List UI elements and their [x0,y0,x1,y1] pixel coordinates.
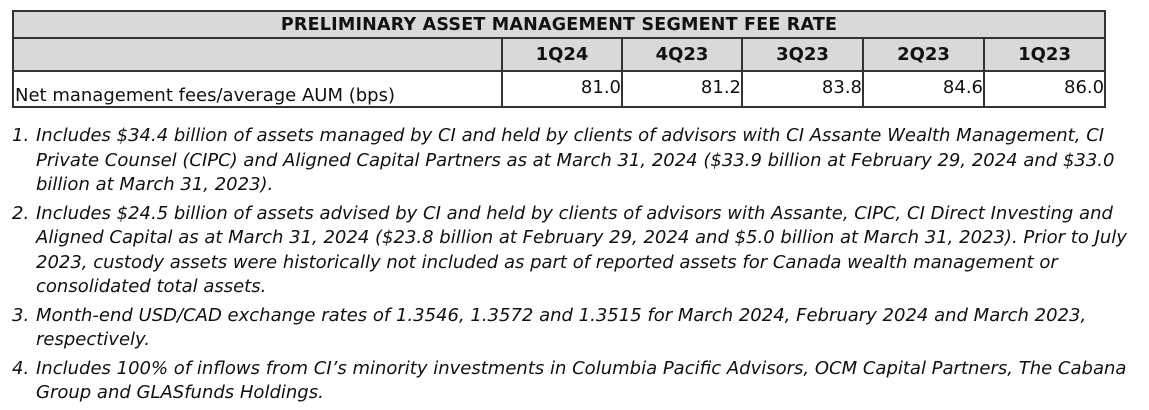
table-row: Net management fees/average AUM (bps) 81… [12,70,1107,108]
table-title-row: PRELIMINARY ASSET MANAGEMENT SEGMENT FEE… [11,10,1107,39]
footnote-text: Includes $34.4 billion of assets managed… [36,125,1115,195]
fee-rate-table: PRELIMINARY ASSET MANAGEMENT SEGMENT FEE… [11,10,1107,108]
table-title: PRELIMINARY ASSET MANAGEMENT SEGMENT FEE… [11,10,1107,39]
footnote-item: 2. Includes $24.5 billion of assets advi… [12,202,1132,300]
column-header: 1Q23 [982,37,1107,72]
footnote-text: Month-end USD/CAD exchange rates of 1.35… [36,304,1087,351]
footnote-item: 3. Month-end USD/CAD exchange rates of 1… [12,304,1132,353]
footnote-text: Includes 100% of inflows from CI’s minor… [36,357,1127,404]
footnote-text: Includes $24.5 billion of assets advised… [36,202,1127,298]
footnote-number: 2. [12,202,30,224]
cell-value: 81.2 [621,70,743,108]
row-label: Net management fees/average AUM (bps) [12,70,503,108]
footnote-item: 1. Includes $34.4 billion of assets mana… [12,124,1132,198]
footnote-item: 4. Includes 100% of inflows from CI’s mi… [12,357,1132,406]
cell-value: 81.0 [501,70,623,108]
column-header: 4Q23 [621,37,743,72]
column-header: 2Q23 [862,37,985,72]
footnote-number: 3. [12,304,30,326]
column-header: 1Q24 [501,37,623,72]
footnote-number: 1. [12,125,30,146]
header-blank-cell [12,37,503,72]
footnote-number: 4. [12,357,30,379]
cell-value: 86.0 [982,70,1107,108]
column-header: 3Q23 [741,37,864,72]
cell-value: 83.8 [741,70,864,108]
footnotes-list: 1. Includes $34.4 billion of assets mana… [12,124,1132,410]
table-header-row: 1Q24 4Q23 3Q23 2Q23 1Q23 [12,37,1107,72]
cell-value: 84.6 [862,70,985,108]
